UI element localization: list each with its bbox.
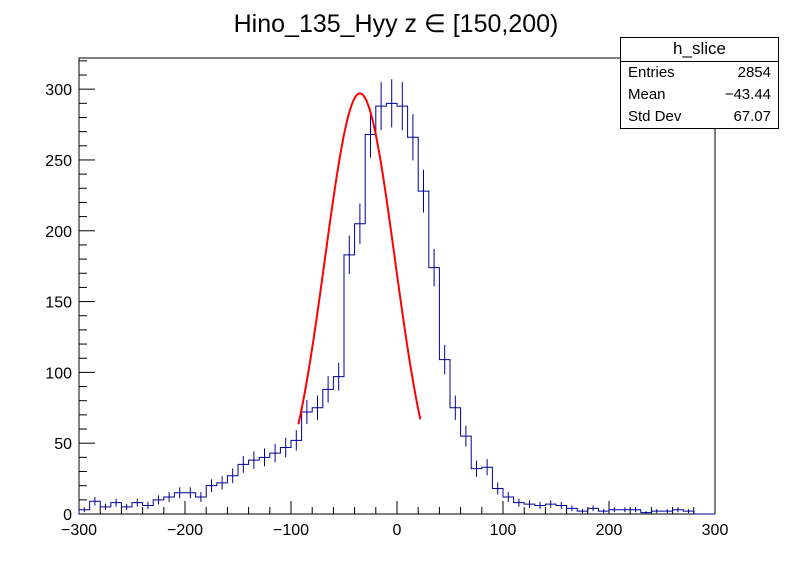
y-tick-label: 50 <box>54 436 72 453</box>
stats-label: Std Dev <box>628 108 682 125</box>
chart-title: Hino_135_Hyy z ∈ [150,200) <box>234 10 559 38</box>
y-tick-label: 200 <box>45 224 72 241</box>
error-bars <box>83 79 689 514</box>
y-tick-label: 300 <box>45 82 72 99</box>
histogram-bin <box>461 436 472 514</box>
y-tick-label: 250 <box>45 153 72 170</box>
histogram-bin <box>418 191 429 514</box>
x-tick-label: −100 <box>273 522 309 539</box>
x-tick-label: 100 <box>490 522 517 539</box>
stats-label: Entries <box>628 64 675 81</box>
histogram-bin <box>291 440 302 514</box>
y-tick-label: 100 <box>45 365 72 382</box>
histogram-bin <box>312 408 323 514</box>
histogram-bin <box>408 137 419 514</box>
histogram-bins <box>79 103 694 514</box>
histogram-bin <box>280 447 291 514</box>
histogram-bin <box>333 377 344 514</box>
histogram-bin <box>439 360 450 514</box>
x-tick-label: 300 <box>702 522 729 539</box>
stats-title: h_slice <box>621 38 778 62</box>
y-tick-label: 150 <box>45 295 72 312</box>
histogram-bin <box>429 268 440 514</box>
histogram-bin <box>344 255 355 514</box>
stats-value: 2854 <box>737 64 771 81</box>
histogram-bin <box>386 103 397 514</box>
histogram-bin <box>450 408 461 514</box>
stats-value: 67.07 <box>733 108 771 125</box>
stats-row-entries: Entries 2854 <box>621 62 778 84</box>
stats-value: −43.44 <box>724 86 771 103</box>
histogram-bin <box>355 224 366 514</box>
x-tick-label: −300 <box>61 522 97 539</box>
x-axis: −300 −200 −100 0 100 200 300 <box>61 501 728 539</box>
x-tick-label: 0 <box>393 522 402 539</box>
stats-row-mean: Mean −43.44 <box>621 84 778 106</box>
stats-label: Mean <box>628 86 666 103</box>
histogram-outline <box>78 102 715 515</box>
x-tick-label: 200 <box>596 522 623 539</box>
x-tick-label: −200 <box>167 522 203 539</box>
y-axis: 0 50 100 150 200 250 300 <box>45 60 95 524</box>
stats-row-stddev: Std Dev 67.07 <box>621 106 778 128</box>
histogram-bin <box>302 412 313 514</box>
stats-box: h_slice Entries 2854 Mean −43.44 Std Dev… <box>620 37 779 129</box>
histogram-bin <box>323 389 334 514</box>
gaussian-fit-curve <box>297 92 422 425</box>
histogram-bin <box>365 134 376 514</box>
y-tick-label: 0 <box>63 507 72 524</box>
